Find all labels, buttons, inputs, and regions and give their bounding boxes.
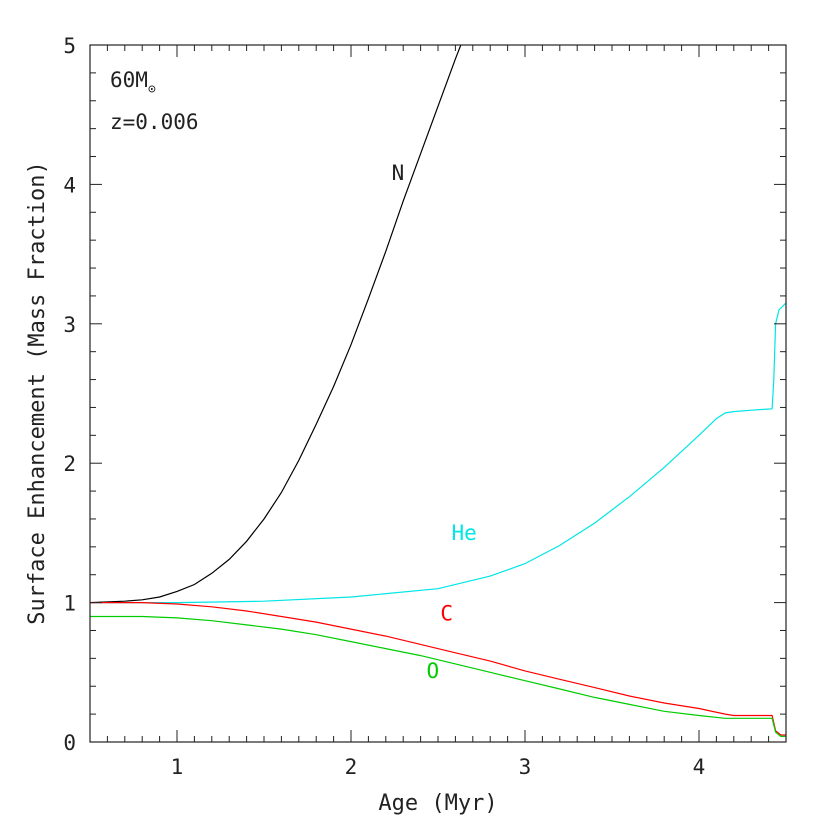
y-tick-label: 4 — [63, 173, 76, 197]
mass-value: 60M — [110, 68, 148, 92]
tick-label-layer: 1 2 3 4 0 1 2 3 4 5 N He C O — [63, 34, 705, 779]
series-label-n: N — [392, 161, 405, 185]
series-line-c — [90, 601, 786, 736]
series-label-c: C — [440, 602, 453, 626]
plot-frame — [89, 44, 787, 743]
y-tick-label: 3 — [63, 313, 76, 337]
y-tick-label: 0 — [63, 731, 76, 755]
metallicity-annotation: z=0.006 — [110, 110, 199, 134]
y-tick-label: 1 — [63, 592, 76, 616]
series-label-o: O — [426, 659, 439, 683]
series-line-he — [90, 302, 786, 604]
series-label-he: He — [451, 521, 476, 545]
sun-symbol: ⊙ — [148, 82, 156, 97]
series-line-o — [90, 615, 786, 738]
y-axis-title: Surface Enhancement (Mass Fraction) — [25, 161, 50, 625]
tick-layer — [89, 44, 787, 743]
y-tick-label: 5 — [63, 34, 76, 58]
x-axis-title: Age (Myr) — [378, 791, 497, 816]
x-tick-label: 1 — [171, 755, 184, 779]
x-tick-label: 3 — [519, 755, 532, 779]
x-tick-label: 2 — [345, 755, 358, 779]
series-line-n — [90, 45, 462, 604]
x-tick-label: 4 — [693, 755, 706, 779]
y-tick-label: 2 — [63, 452, 76, 476]
mass-annotation: 60M⊙ — [110, 68, 156, 97]
series-layer — [90, 45, 786, 738]
